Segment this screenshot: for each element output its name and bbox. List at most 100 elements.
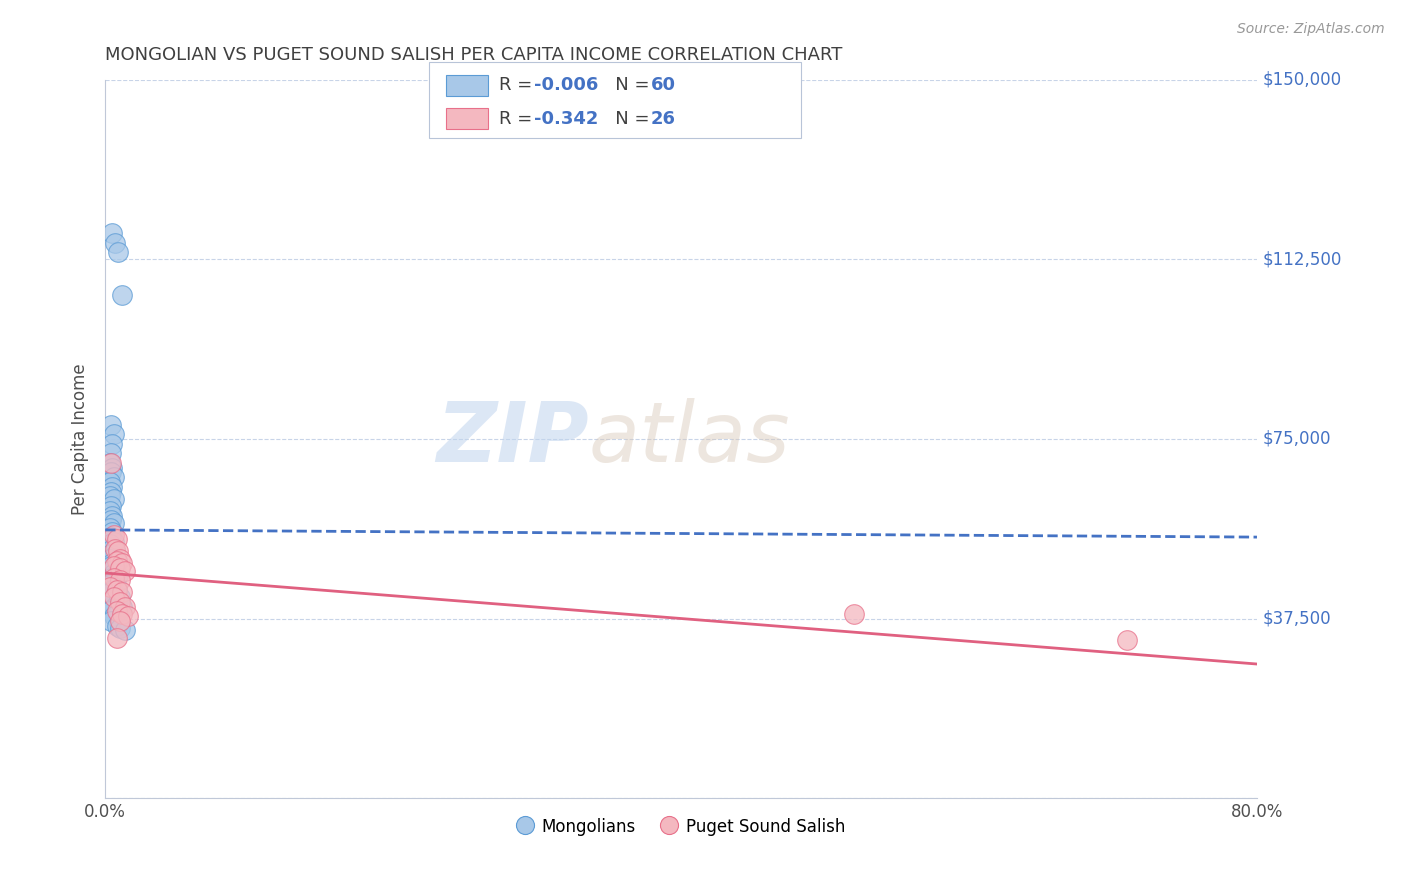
Point: [108, 595, 131, 609]
Point: [104, 544, 127, 558]
Point: [114, 624, 136, 638]
Text: Source: ZipAtlas.com: Source: ZipAtlas.com: [1237, 22, 1385, 37]
Point: [98, 489, 121, 503]
Text: 26: 26: [651, 110, 676, 128]
Point: [103, 573, 125, 587]
Point: [107, 245, 129, 260]
Text: $37,500: $37,500: [1263, 609, 1331, 627]
Point: [103, 534, 125, 549]
Point: [101, 226, 124, 240]
Point: [108, 614, 131, 628]
Point: [104, 588, 127, 602]
Text: R =: R =: [499, 76, 538, 94]
Y-axis label: Per Capita Income: Per Capita Income: [72, 363, 89, 515]
Point: [98, 564, 121, 578]
Text: 60: 60: [651, 76, 676, 94]
Point: [111, 607, 134, 621]
Point: [108, 590, 131, 604]
Point: [100, 446, 122, 460]
Point: [104, 561, 127, 575]
Point: [100, 499, 122, 513]
Point: [100, 571, 122, 585]
Point: [103, 566, 125, 580]
Point: [103, 571, 125, 585]
Point: [101, 436, 124, 450]
Point: [98, 604, 121, 618]
Point: [100, 595, 122, 609]
Point: [98, 504, 121, 518]
Point: [100, 417, 122, 432]
Point: [111, 288, 134, 302]
Point: [105, 604, 128, 618]
Point: [111, 557, 134, 571]
Point: [101, 480, 124, 494]
Point: [101, 602, 124, 616]
Point: [104, 235, 127, 250]
Point: [105, 618, 128, 632]
Text: N =: N =: [598, 76, 655, 94]
Point: [100, 547, 122, 561]
Point: [103, 549, 125, 564]
Point: [107, 544, 129, 558]
Point: [100, 466, 122, 480]
Point: [103, 558, 125, 573]
Point: [103, 609, 125, 624]
Point: [114, 599, 136, 614]
Point: [111, 585, 134, 599]
Point: [101, 575, 124, 590]
Point: [101, 460, 124, 475]
Point: [105, 597, 128, 611]
Point: [104, 542, 127, 557]
Point: [101, 557, 124, 571]
Point: [101, 582, 124, 597]
Legend: Mongolians, Puget Sound Salish: Mongolians, Puget Sound Salish: [510, 810, 852, 844]
Point: [98, 537, 121, 551]
Point: [108, 621, 131, 635]
Point: [107, 607, 129, 621]
Point: [103, 592, 125, 607]
Point: [101, 542, 124, 557]
Text: $150,000: $150,000: [1263, 70, 1341, 88]
Point: [103, 516, 125, 530]
Text: atlas: atlas: [589, 399, 790, 479]
Point: [98, 581, 121, 595]
Point: [98, 551, 121, 566]
Text: N =: N =: [598, 110, 655, 128]
Point: [105, 533, 128, 547]
Point: [100, 513, 122, 527]
Point: [98, 475, 121, 489]
Text: -0.342: -0.342: [534, 110, 599, 128]
Point: [100, 530, 122, 544]
Text: ZIP: ZIP: [436, 399, 589, 479]
Point: [117, 609, 139, 624]
Point: [105, 582, 128, 597]
Point: [1116, 633, 1139, 648]
Point: [103, 527, 125, 541]
Point: [103, 590, 125, 604]
Point: [842, 607, 865, 621]
Point: [98, 520, 121, 534]
Point: [105, 631, 128, 645]
Point: [107, 568, 129, 582]
Point: [103, 427, 125, 442]
Point: [100, 484, 122, 499]
Text: $75,000: $75,000: [1263, 430, 1331, 448]
Text: R =: R =: [499, 110, 538, 128]
Point: [105, 554, 128, 568]
Point: [100, 614, 122, 628]
Point: [111, 599, 134, 614]
Point: [98, 578, 121, 592]
Text: MONGOLIAN VS PUGET SOUND SALISH PER CAPITA INCOME CORRELATION CHART: MONGOLIAN VS PUGET SOUND SALISH PER CAPI…: [105, 46, 842, 64]
Point: [103, 491, 125, 506]
Text: -0.006: -0.006: [534, 76, 599, 94]
Point: [105, 554, 128, 568]
Point: [114, 564, 136, 578]
Point: [100, 585, 122, 599]
Point: [101, 508, 124, 523]
Point: [98, 456, 121, 470]
Point: [108, 551, 131, 566]
Point: [105, 581, 128, 595]
Point: [103, 470, 125, 484]
Point: [108, 573, 131, 587]
Point: [100, 558, 122, 573]
